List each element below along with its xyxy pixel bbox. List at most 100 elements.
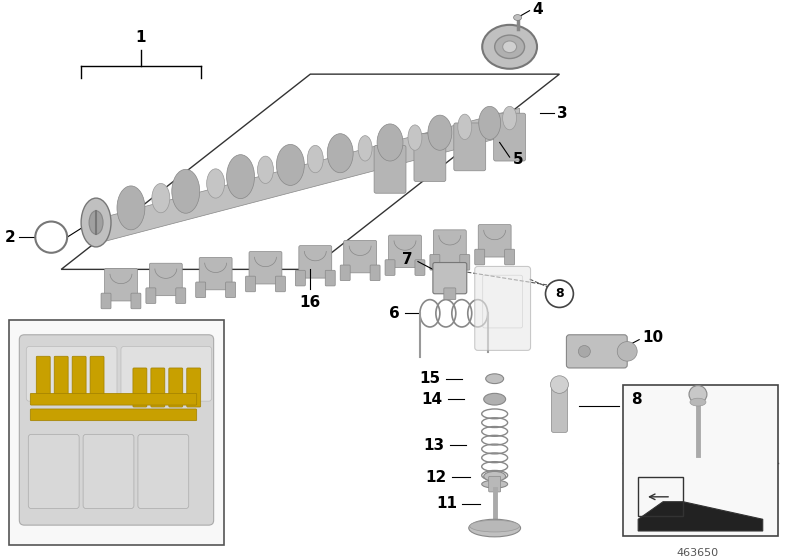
Text: 10: 10	[642, 330, 663, 345]
FancyBboxPatch shape	[374, 146, 406, 193]
FancyBboxPatch shape	[326, 270, 335, 286]
Circle shape	[550, 376, 569, 393]
FancyBboxPatch shape	[146, 288, 156, 304]
FancyBboxPatch shape	[460, 254, 470, 270]
Ellipse shape	[478, 106, 501, 139]
Ellipse shape	[307, 146, 323, 172]
FancyBboxPatch shape	[121, 347, 212, 401]
FancyBboxPatch shape	[19, 335, 214, 525]
Circle shape	[689, 385, 707, 403]
FancyBboxPatch shape	[150, 263, 182, 296]
Ellipse shape	[482, 25, 537, 69]
FancyBboxPatch shape	[199, 258, 232, 290]
Bar	[10, 320, 224, 545]
Ellipse shape	[81, 198, 111, 247]
Text: 4: 4	[533, 2, 543, 17]
Text: 3: 3	[558, 106, 568, 121]
Text: 15: 15	[420, 371, 441, 386]
Ellipse shape	[494, 35, 525, 59]
FancyBboxPatch shape	[389, 235, 422, 268]
Ellipse shape	[117, 186, 145, 230]
FancyBboxPatch shape	[36, 356, 50, 395]
Ellipse shape	[358, 136, 372, 161]
Circle shape	[618, 342, 637, 361]
Ellipse shape	[484, 393, 506, 405]
Ellipse shape	[172, 169, 200, 213]
FancyBboxPatch shape	[414, 134, 446, 181]
FancyBboxPatch shape	[434, 230, 466, 262]
FancyBboxPatch shape	[30, 409, 197, 421]
FancyBboxPatch shape	[430, 254, 440, 270]
Polygon shape	[91, 108, 519, 245]
Text: 16: 16	[300, 295, 321, 310]
Circle shape	[546, 280, 574, 307]
Ellipse shape	[327, 134, 353, 172]
FancyBboxPatch shape	[176, 288, 186, 304]
FancyBboxPatch shape	[105, 268, 138, 301]
Text: 463650: 463650	[677, 548, 719, 558]
FancyBboxPatch shape	[72, 356, 86, 395]
Text: 8: 8	[631, 393, 642, 407]
Ellipse shape	[377, 124, 403, 161]
FancyBboxPatch shape	[90, 356, 104, 395]
Text: 9: 9	[622, 399, 633, 413]
FancyBboxPatch shape	[385, 260, 395, 276]
Ellipse shape	[152, 184, 170, 213]
Ellipse shape	[277, 144, 304, 185]
FancyBboxPatch shape	[415, 260, 425, 276]
FancyBboxPatch shape	[566, 335, 627, 368]
Ellipse shape	[486, 374, 504, 384]
FancyBboxPatch shape	[151, 368, 165, 407]
Polygon shape	[638, 502, 762, 531]
FancyBboxPatch shape	[505, 249, 514, 265]
FancyBboxPatch shape	[474, 267, 530, 351]
Ellipse shape	[458, 114, 472, 139]
Ellipse shape	[470, 520, 519, 532]
FancyBboxPatch shape	[478, 225, 511, 257]
Ellipse shape	[226, 155, 254, 199]
Ellipse shape	[514, 15, 522, 21]
FancyBboxPatch shape	[494, 113, 526, 161]
FancyBboxPatch shape	[295, 270, 306, 286]
Ellipse shape	[482, 480, 508, 488]
Text: 6: 6	[390, 306, 400, 321]
Ellipse shape	[484, 472, 506, 481]
Circle shape	[578, 346, 590, 357]
Text: 12: 12	[426, 470, 447, 485]
Text: 8: 8	[555, 287, 564, 300]
FancyBboxPatch shape	[370, 265, 380, 281]
FancyBboxPatch shape	[54, 356, 68, 395]
Bar	[623, 385, 778, 536]
FancyBboxPatch shape	[340, 265, 350, 281]
FancyBboxPatch shape	[30, 393, 197, 405]
FancyBboxPatch shape	[26, 347, 117, 401]
FancyBboxPatch shape	[299, 246, 332, 278]
Ellipse shape	[206, 169, 225, 198]
Text: 1: 1	[136, 30, 146, 45]
FancyBboxPatch shape	[246, 276, 255, 292]
FancyBboxPatch shape	[169, 368, 182, 407]
Ellipse shape	[428, 115, 452, 150]
FancyBboxPatch shape	[444, 288, 456, 300]
FancyBboxPatch shape	[344, 240, 377, 273]
Bar	[638, 477, 683, 516]
Ellipse shape	[690, 398, 706, 406]
FancyBboxPatch shape	[28, 435, 79, 508]
FancyBboxPatch shape	[133, 368, 147, 407]
Ellipse shape	[469, 519, 521, 537]
FancyBboxPatch shape	[551, 385, 567, 432]
Text: 13: 13	[424, 437, 445, 452]
FancyBboxPatch shape	[249, 251, 282, 284]
Text: 7: 7	[402, 252, 413, 267]
Text: 14: 14	[422, 391, 443, 407]
Text: 5: 5	[513, 152, 523, 166]
Text: 11: 11	[437, 496, 458, 511]
Ellipse shape	[89, 211, 103, 234]
FancyBboxPatch shape	[186, 368, 201, 407]
Text: 2: 2	[5, 230, 15, 245]
FancyBboxPatch shape	[131, 293, 141, 309]
FancyBboxPatch shape	[226, 282, 235, 297]
FancyBboxPatch shape	[433, 263, 466, 294]
Ellipse shape	[408, 125, 422, 150]
FancyBboxPatch shape	[101, 293, 111, 309]
